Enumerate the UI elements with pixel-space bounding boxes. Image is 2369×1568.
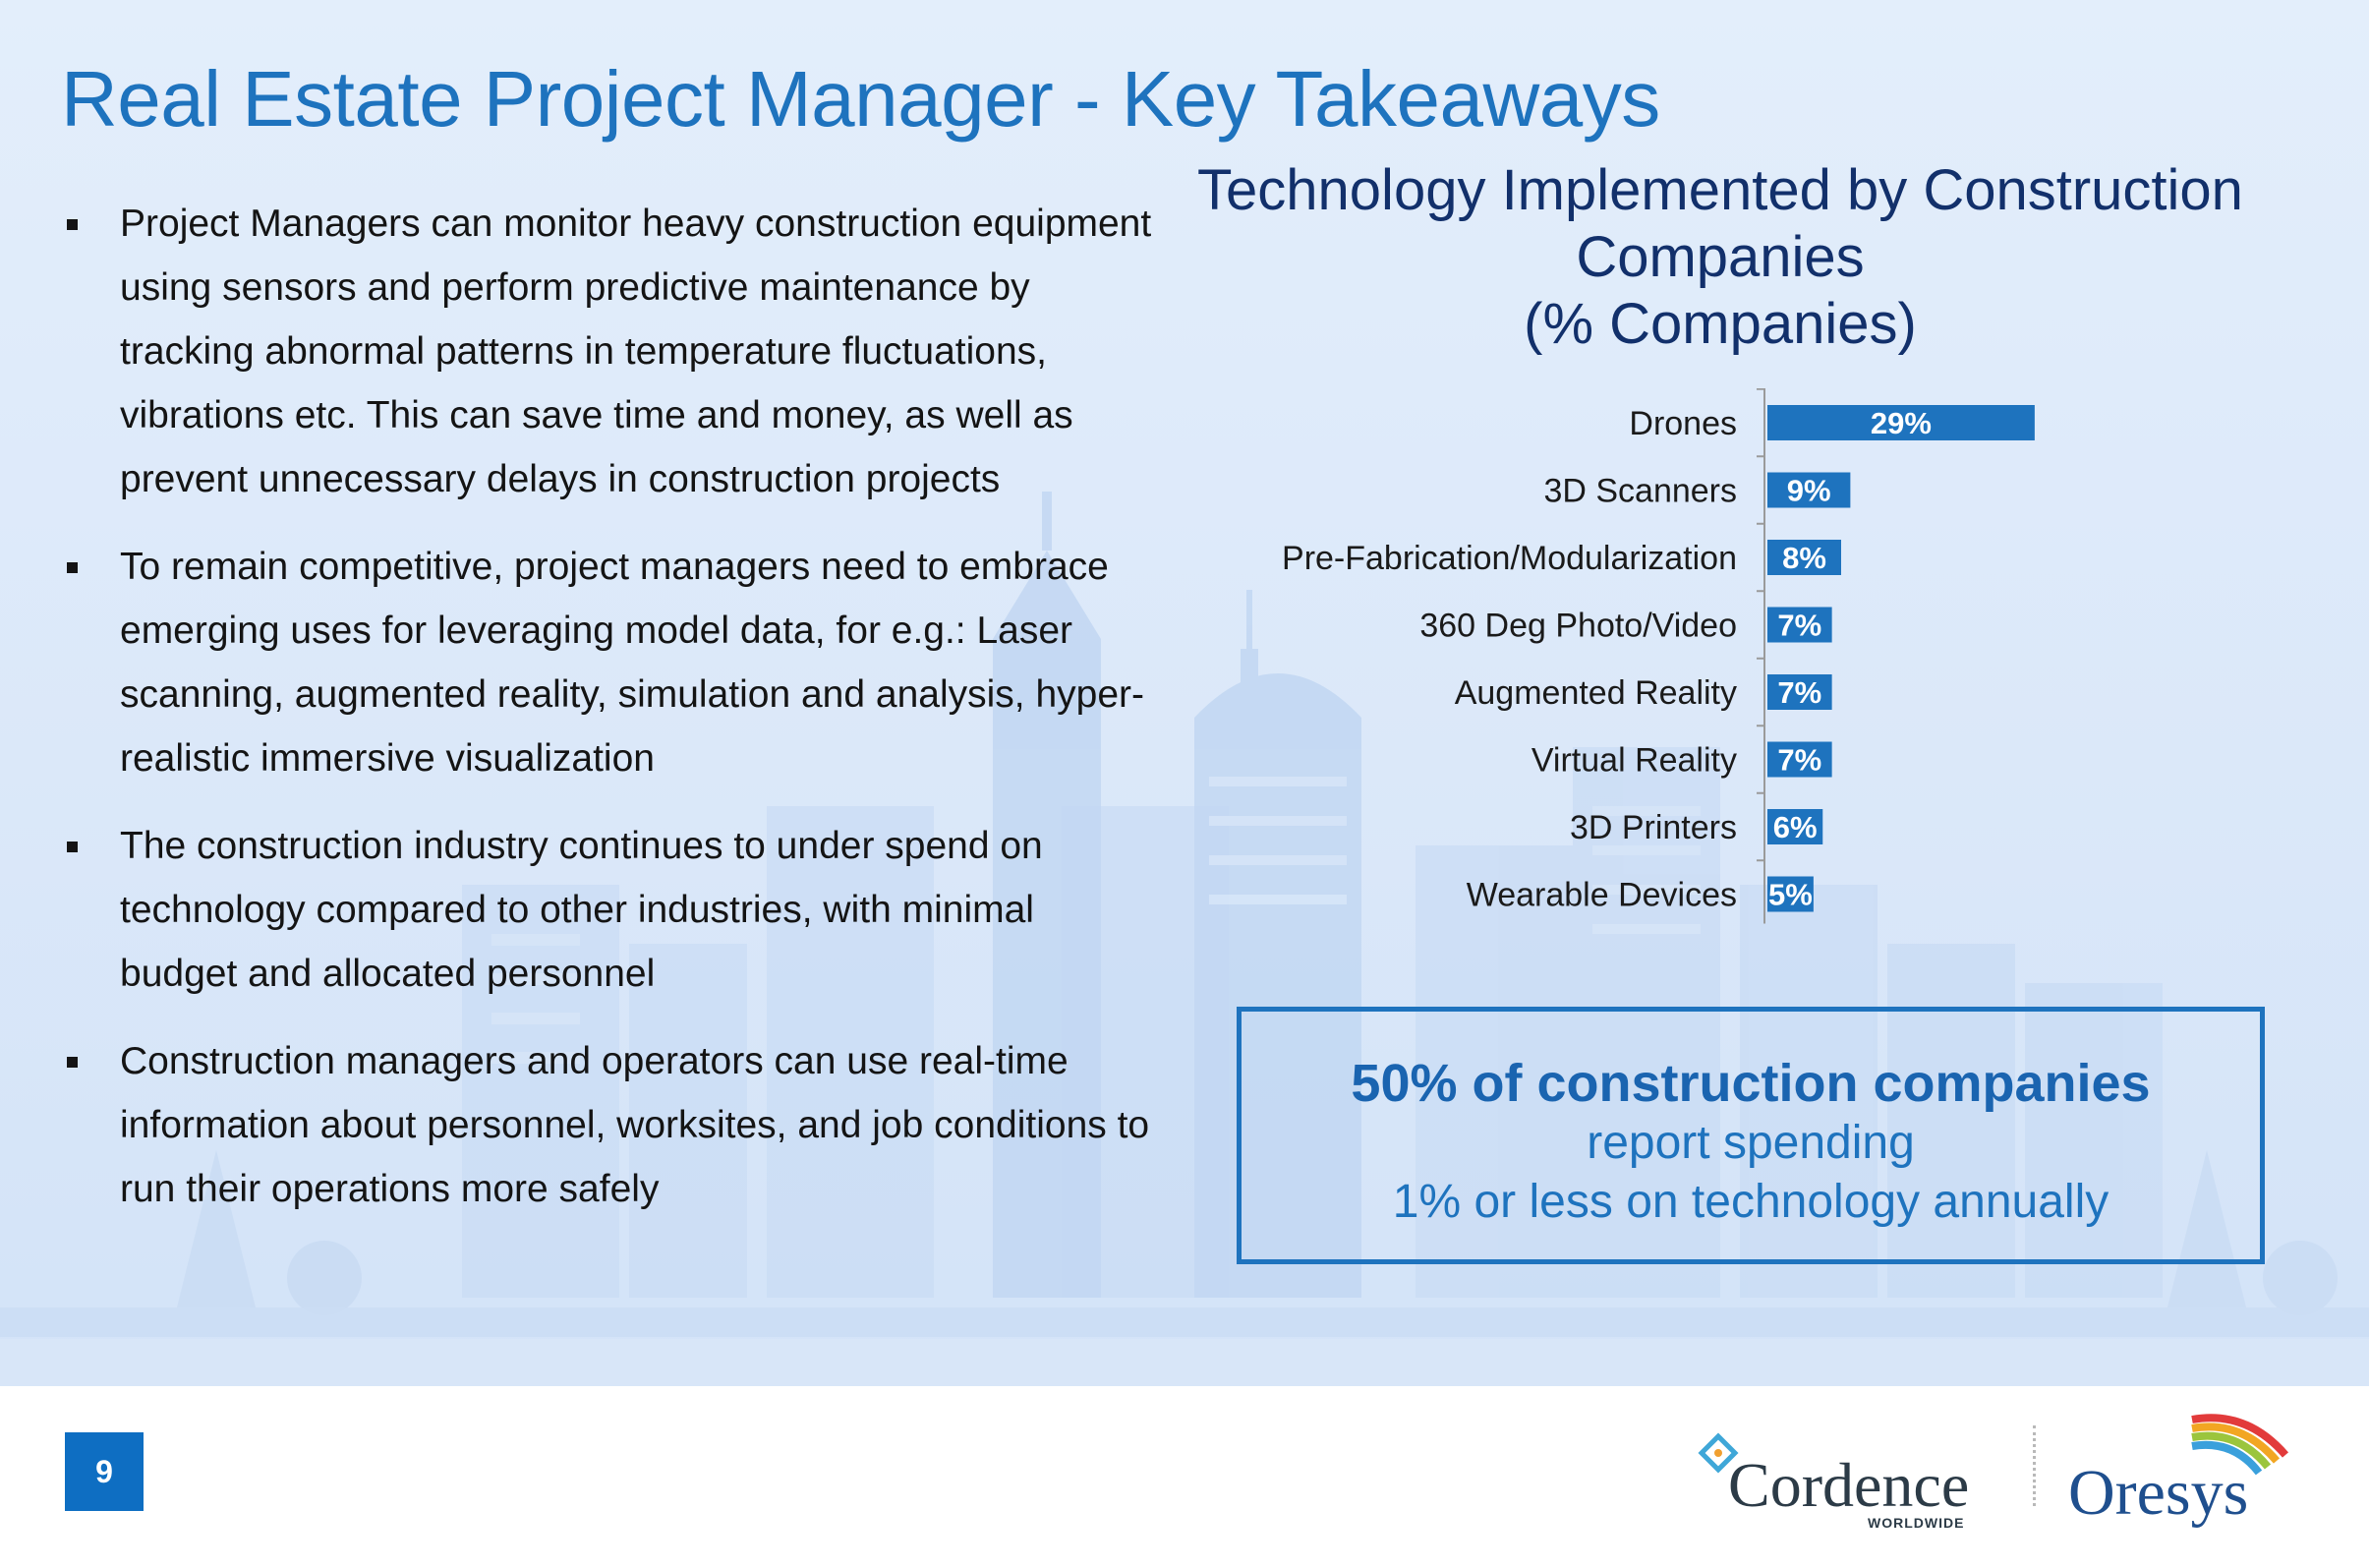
bullet-text: To remain competitive, project managers … <box>120 546 1145 780</box>
spending-callout-box: 50% of construction companies report spe… <box>1237 1007 2265 1264</box>
bar-value-label: 5% <box>1768 878 1813 912</box>
category-label: Virtual Reality <box>1531 742 1737 780</box>
bar <box>1767 607 1832 643</box>
logo-divider <box>2033 1425 2036 1506</box>
bar <box>1767 876 1814 912</box>
square-bullet-icon <box>67 219 78 230</box>
cordence-logo: Cordence WORLDWIDE <box>1698 1432 1969 1531</box>
bullet-text: Construction managers and operators can … <box>120 1040 1150 1210</box>
bar <box>1767 674 1832 710</box>
category-label: Wearable Devices <box>1467 877 1737 914</box>
page-number-badge: 9 <box>65 1432 144 1511</box>
bullet-item: Construction managers and operators can … <box>61 1029 1152 1221</box>
city-skyline-illustration <box>0 492 2369 1386</box>
technology-bar-chart: Drones 29% 3D Scanners 9% Pre-Fabrication/Mo… <box>1282 388 2035 924</box>
bullet-text: Project Managers can monitor heavy const… <box>120 203 1152 500</box>
bar-value-label: 8% <box>1782 541 1826 575</box>
bullet-text: The construction industry continues to u… <box>120 825 1043 995</box>
cordence-subtitle: WORLDWIDE <box>1868 1515 1964 1531</box>
bar <box>1767 809 1823 844</box>
slide-title: Real Estate Project Manager - Key Takeaw… <box>61 55 1660 143</box>
bullet-item: The construction industry continues to u… <box>61 814 1152 1006</box>
bar <box>1767 741 1832 778</box>
category-label: Pre-Fabrication/Modularization <box>1282 540 1737 577</box>
callout-line-2: 1% or less on technology annually <box>1392 1176 2109 1228</box>
category-label: Drones <box>1629 405 1737 442</box>
bullet-item: Project Managers can monitor heavy const… <box>61 192 1152 511</box>
callout-line-1: report spending <box>1587 1117 1915 1169</box>
chart-title-line: Technology Implemented by Construction <box>1197 158 2243 222</box>
bar <box>1767 540 1841 575</box>
chart-title-line: (% Companies) <box>1524 292 1917 356</box>
square-bullet-icon <box>67 562 78 573</box>
category-label: 360 Deg Photo/Video <box>1419 608 1737 645</box>
oresys-wordmark: Oresys <box>2068 1457 2248 1529</box>
rainbow-arc-icon <box>2191 1414 2289 1476</box>
square-bullet-icon <box>67 1057 78 1068</box>
bar-value-label: 7% <box>1777 609 1821 643</box>
category-label: Augmented Reality <box>1455 674 1737 712</box>
takeaways-list: Project Managers can monitor heavy const… <box>61 192 1152 1245</box>
bar <box>1767 405 2035 440</box>
cordence-wordmark: Cordence <box>1728 1450 1969 1520</box>
bar-value-label: 7% <box>1777 743 1821 778</box>
slide-background <box>0 0 2369 1386</box>
callout-headline: 50% of construction companies <box>1351 1054 2151 1113</box>
cordence-diamond-icon <box>1698 1432 1739 1474</box>
bar <box>1767 472 1851 508</box>
bar-value-label: 7% <box>1777 675 1821 710</box>
oresys-logo: Oresys <box>2068 1414 2289 1529</box>
square-bullet-icon <box>67 842 78 852</box>
bar-value-label: 29% <box>1871 406 1932 440</box>
bullet-item: To remain competitive, project managers … <box>61 535 1152 790</box>
bar-value-label: 9% <box>1787 474 1831 508</box>
bar-value-label: 6% <box>1773 810 1818 844</box>
chart-title-line: Companies <box>1576 225 1865 289</box>
category-label: 3D Scanners <box>1543 473 1737 510</box>
chart-title: Technology Implemented by Construction C… <box>1150 157 2290 358</box>
category-label: 3D Printers <box>1570 809 1737 846</box>
